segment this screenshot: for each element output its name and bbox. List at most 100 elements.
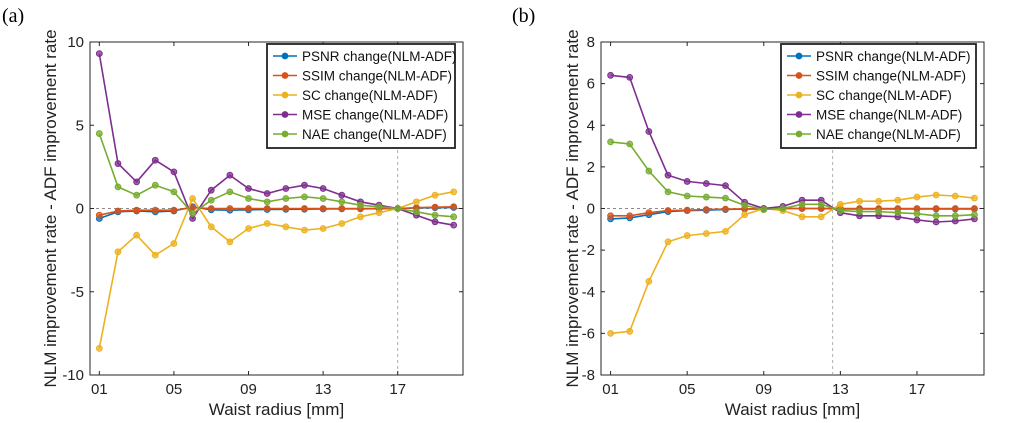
data-point [683,206,691,214]
data-point [133,191,141,199]
data-point [645,167,653,175]
series-sc [95,188,458,352]
data-point [412,198,420,206]
data-point [282,205,290,212]
y-tick-label: -2 [582,242,595,259]
data-point [114,183,122,191]
y-tick-label: 5 [76,117,84,134]
data-point [95,344,103,352]
data-point [450,203,458,211]
legend-label: NAE change(NLM-ADF) [302,127,447,142]
data-point [971,205,978,212]
data-point [951,192,959,200]
data-point [375,203,383,211]
data-point [913,216,921,224]
y-tick-label: -10 [62,367,84,384]
data-point [664,188,672,196]
data-point [817,200,825,208]
data-point [189,210,196,217]
legend-label: PSNR change(NLM-ADF) [816,49,971,64]
data-point [245,195,252,202]
data-point [263,190,271,197]
data-point [319,185,327,192]
data-point [207,196,215,204]
legend: PSNR change(NLM-ADF) SSIM change(NLM-ADF)… [780,43,977,149]
data-point [664,238,672,246]
data-point [607,138,614,146]
series-sc [607,191,978,337]
y-tick-label: 2 [587,159,595,176]
series-ssim [95,203,458,219]
data-point [875,208,883,216]
data-point [151,156,159,164]
x-tick-label: 13 [832,381,849,398]
y-tick-label: -8 [582,367,595,384]
data-point [189,195,196,202]
data-point [394,205,402,212]
data-point [282,195,290,202]
data-point [702,206,710,213]
data-point [301,226,308,234]
legend-label: MSE change(NLM-ADF) [302,108,448,123]
data-point [626,73,634,81]
series-nae [607,138,978,220]
data-point [282,185,290,192]
data-point [263,220,271,227]
y-axis-title: NLM improvement rate - ADF improvement r… [41,29,60,387]
data-point [951,212,959,220]
data-point [894,196,902,204]
x-tick-label: 05 [679,381,696,398]
data-point [683,192,691,200]
x-tick-label: 17 [389,381,406,398]
data-point [702,180,710,187]
data-point [226,205,234,212]
y-tick-label: -5 [71,284,84,301]
data-point [932,218,940,226]
data-point [856,208,863,216]
panel-label-a: (a) [2,5,24,27]
data-point [431,203,439,211]
y-tick-label: -4 [582,284,595,301]
data-point [151,206,159,214]
data-point [664,207,672,214]
data-point [301,193,308,201]
data-point [95,211,103,219]
legend-label: SC change(NLM-ADF) [302,88,438,103]
data-point [338,191,346,199]
data-point [114,248,122,256]
y-tick-label: 8 [587,34,595,51]
data-point [133,178,141,186]
series-nae [95,130,458,221]
legend-box [266,43,456,149]
panel-label-b: (b) [512,5,535,27]
data-point [875,197,883,205]
y-tick-label: 10 [67,34,84,51]
data-point [760,206,768,213]
data-point [722,227,729,235]
data-point [301,181,308,189]
data-point [114,207,122,215]
data-point [971,194,978,202]
y-tick-label: -6 [582,325,595,342]
y-tick-label: 0 [76,201,84,218]
data-point [338,220,346,227]
series-line [610,194,975,335]
data-point [338,198,346,206]
data-point [431,191,439,199]
data-point [913,210,921,218]
data-point [932,191,940,199]
data-point [151,251,159,259]
data-point [282,223,290,231]
data-point [607,212,614,220]
data-point [375,209,383,217]
data-point [263,205,271,212]
data-point [626,327,634,335]
data-point [722,194,729,202]
data-point [741,201,749,209]
data-point [170,206,178,214]
data-point [319,205,327,212]
x-tick-label: 01 [602,381,619,398]
data-point [607,329,614,337]
data-point [645,277,653,285]
